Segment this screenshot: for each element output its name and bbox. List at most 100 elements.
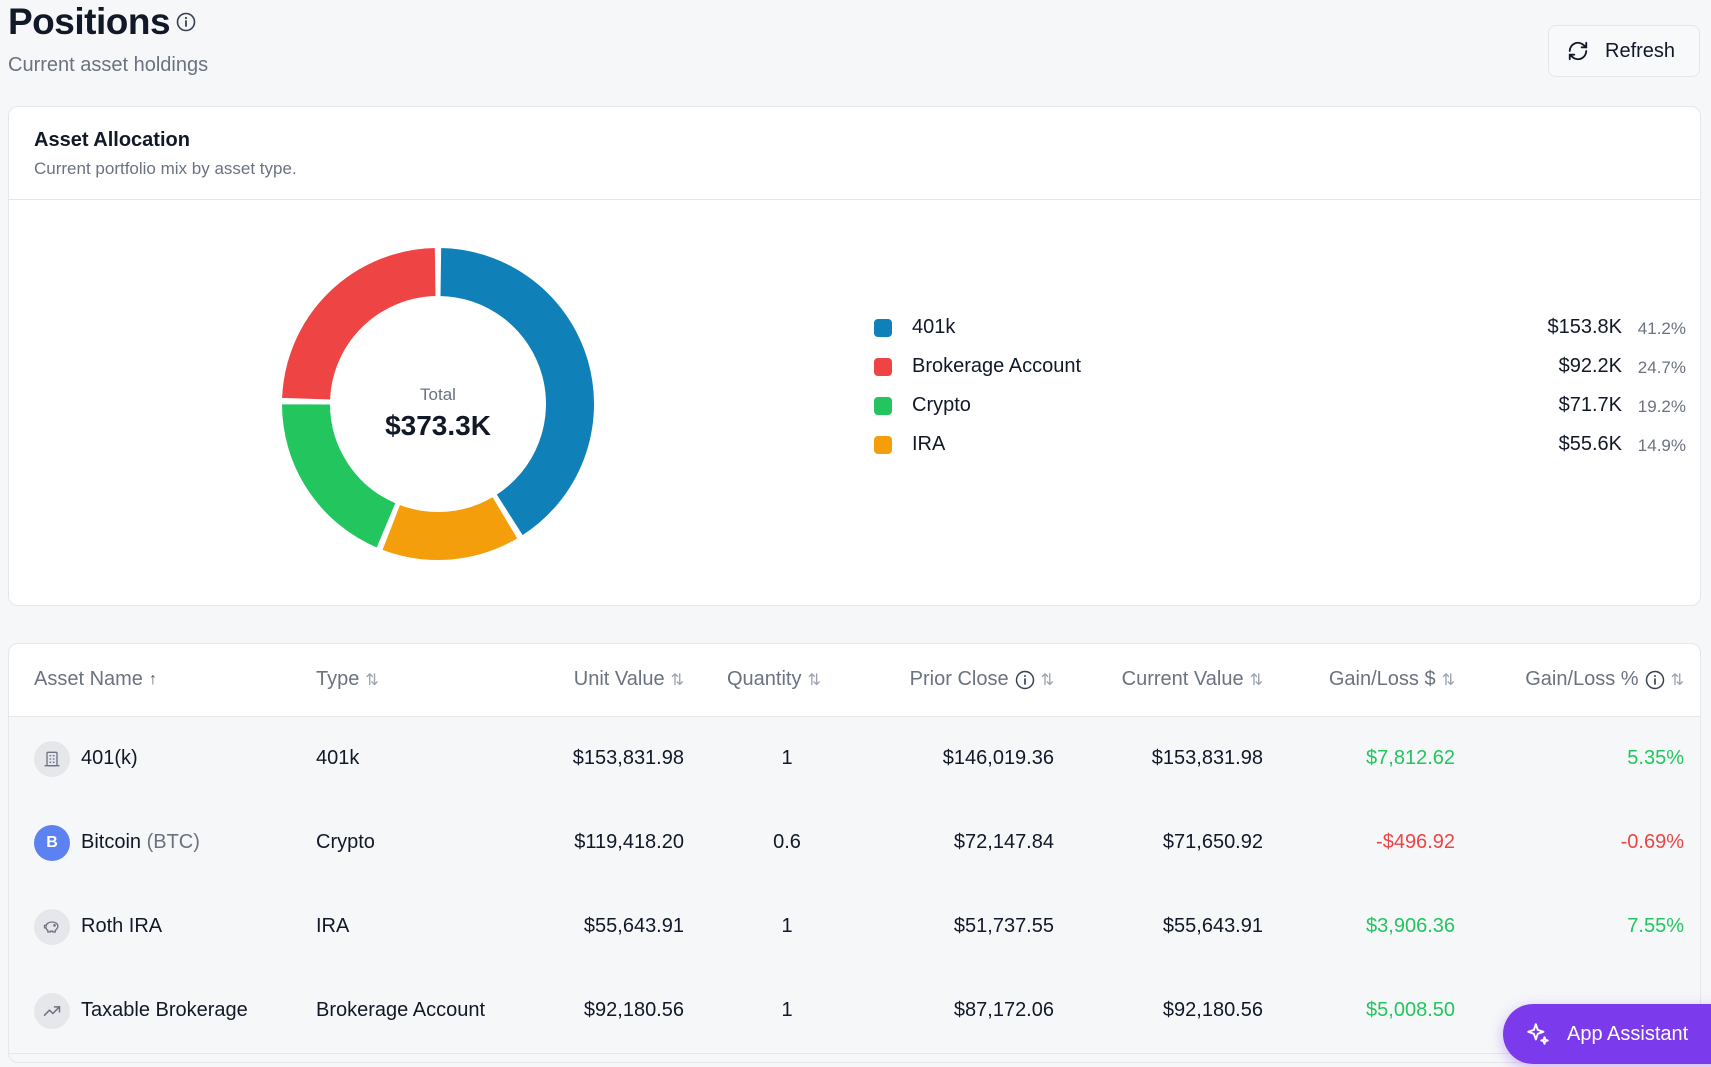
table-row[interactable]: B Bitcoin (BTC) Crypto $119,418.20 0.6 $72,14… xyxy=(9,801,1700,886)
bitcoin-icon: B xyxy=(34,825,70,861)
legend-swatch xyxy=(874,319,892,337)
legend-value: $92.2K xyxy=(1558,355,1622,377)
legend-item[interactable]: Brokerage Account $92.2K 24.7% xyxy=(874,353,1686,383)
col-label: Type xyxy=(316,668,360,690)
asset-name: Taxable Brokerage xyxy=(81,999,248,1022)
legend-swatch xyxy=(874,397,892,415)
table-row[interactable]: Roth IRA IRA $55,643.91 1 $51,737.55 $55,643.… xyxy=(9,885,1700,970)
asset-name-text: 401(k) xyxy=(81,747,138,769)
legend-swatch xyxy=(874,358,892,376)
unit-value: $119,418.20 xyxy=(574,831,684,853)
card-subtitle: Current portfolio mix by asset type. xyxy=(34,159,297,178)
sort-asc-icon: ↑ xyxy=(148,670,157,688)
prior-close: $146,019.36 xyxy=(942,747,1054,769)
asset-name-text: Bitcoin xyxy=(81,831,142,853)
col-gain-loss-usd[interactable]: Gain/Loss $ ⇅ xyxy=(1329,668,1455,691)
donut-center-label: Total xyxy=(420,385,456,404)
refresh-button[interactable]: Refresh xyxy=(1548,25,1700,77)
building-icon xyxy=(34,741,70,777)
legend-percent: 24.7% xyxy=(1637,358,1686,377)
asset-name-text: Taxable Brokerage xyxy=(81,999,248,1021)
table-row[interactable]: 401(k) 401k $153,831.98 1 $146,019.36 $153,83… xyxy=(9,717,1700,802)
legend-value: $55.6K xyxy=(1558,433,1622,455)
unit-value: $92,180.56 xyxy=(583,999,684,1021)
sort-icon: ⇅ xyxy=(365,671,379,689)
legend-percent: 19.2% xyxy=(1637,397,1686,416)
quantity: 0.6 xyxy=(773,831,801,853)
allocation-donut-chart: Total $373.3K xyxy=(280,246,596,562)
col-unit-value[interactable]: Unit Value ⇅ xyxy=(574,668,684,691)
app-assistant-label: App Assistant xyxy=(1567,1022,1689,1045)
col-asset-name[interactable]: Asset Name ↑ xyxy=(34,668,157,691)
sort-icon: ⇅ xyxy=(1670,671,1684,689)
asset-name: 401(k) xyxy=(81,747,138,770)
prior-close: $51,737.55 xyxy=(953,915,1054,937)
positions-table: Asset Name ↑ Type ⇅ Unit Value ⇅ Quantit… xyxy=(8,643,1701,1063)
asset-ticker: (BTC) xyxy=(146,831,200,853)
current-value: $92,180.56 xyxy=(1162,999,1263,1021)
gain-loss-usd: $3,906.36 xyxy=(1366,915,1455,937)
current-value: $71,650.92 xyxy=(1162,831,1263,853)
piggy-bank-icon xyxy=(34,909,70,945)
legend-percent: 14.9% xyxy=(1637,436,1686,455)
col-current-value[interactable]: Current Value ⇅ xyxy=(1122,668,1263,691)
col-prior-close[interactable]: Prior Close ⇅ xyxy=(910,668,1054,691)
table-row[interactable]: Taxable Brokerage Brokerage Account $92,18… xyxy=(9,969,1700,1054)
asset-type: Brokerage Account xyxy=(316,999,485,1021)
legend-item[interactable]: IRA $55.6K 14.9% xyxy=(874,431,1686,461)
sort-icon: ⇅ xyxy=(670,671,684,689)
gain-loss-usd: $5,008.50 xyxy=(1366,999,1455,1021)
trending-up-icon xyxy=(34,993,70,1029)
col-label: Prior Close xyxy=(909,668,1009,690)
info-icon[interactable] xyxy=(176,12,196,32)
legend-item[interactable]: Crypto $71.7K 19.2% xyxy=(874,392,1686,422)
asset-name-text: Roth IRA xyxy=(81,915,163,937)
prior-close: $87,172.06 xyxy=(953,999,1054,1021)
donut-segment-401k[interactable] xyxy=(438,246,596,538)
page-subtitle: Current asset holdings xyxy=(8,54,209,76)
card-header: Asset Allocation Current portfolio mix b… xyxy=(9,107,1700,200)
quantity: 1 xyxy=(781,915,793,937)
donut-segment-ira[interactable] xyxy=(380,494,520,562)
gain-loss-pct: 5.35% xyxy=(1627,747,1684,769)
sort-icon: ⇅ xyxy=(807,671,821,689)
col-type[interactable]: Type ⇅ xyxy=(316,668,379,691)
card-title: Asset Allocation xyxy=(34,129,190,151)
sort-icon: ⇅ xyxy=(1040,671,1054,689)
col-label: Current Value xyxy=(1121,668,1244,690)
sort-icon: ⇅ xyxy=(1441,671,1455,689)
col-label: Unit Value xyxy=(573,668,665,690)
app-assistant-button[interactable]: App Assistant xyxy=(1503,1004,1711,1064)
refresh-label: Refresh xyxy=(1605,39,1676,62)
asset-type: Crypto xyxy=(316,831,375,853)
unit-value: $55,643.91 xyxy=(583,915,684,937)
legend-percent: 41.2% xyxy=(1637,319,1686,338)
gain-loss-pct: 7.55% xyxy=(1627,915,1684,937)
legend-value: $153.8K xyxy=(1547,316,1622,338)
legend-label: 401k xyxy=(912,316,956,338)
asset-name: Roth IRA xyxy=(81,915,162,938)
col-label: Gain/Loss $ xyxy=(1328,668,1436,690)
page-title: Positions xyxy=(8,1,171,42)
col-label: Gain/Loss % xyxy=(1525,668,1639,690)
donut-segment-brokerage-account[interactable] xyxy=(280,246,438,402)
table-header: Asset Name ↑ Type ⇅ Unit Value ⇅ Quantit… xyxy=(9,644,1700,717)
sparkles-icon xyxy=(1527,1023,1549,1045)
asset-type: IRA xyxy=(316,915,350,937)
legend-item[interactable]: 401k $153.8K 41.2% xyxy=(874,314,1686,344)
asset-allocation-card: Asset Allocation Current portfolio mix b… xyxy=(8,106,1701,606)
gain-loss-usd: -$496.92 xyxy=(1376,831,1455,853)
asset-type: 401k xyxy=(316,747,360,769)
current-value: $153,831.98 xyxy=(1151,747,1263,769)
prior-close: $72,147.84 xyxy=(953,831,1054,853)
info-icon[interactable] xyxy=(1645,670,1665,690)
refresh-icon xyxy=(1568,41,1588,61)
col-gain-loss-pct[interactable]: Gain/Loss % ⇅ xyxy=(1525,668,1684,691)
legend-value: $71.7K xyxy=(1558,394,1622,416)
current-value: $55,643.91 xyxy=(1162,915,1263,937)
col-quantity[interactable]: Quantity ⇅ xyxy=(727,668,821,691)
gain-loss-pct: -0.69% xyxy=(1620,831,1684,853)
donut-segment-crypto[interactable] xyxy=(280,402,398,551)
info-icon[interactable] xyxy=(1015,670,1035,690)
legend-swatch xyxy=(874,436,892,454)
